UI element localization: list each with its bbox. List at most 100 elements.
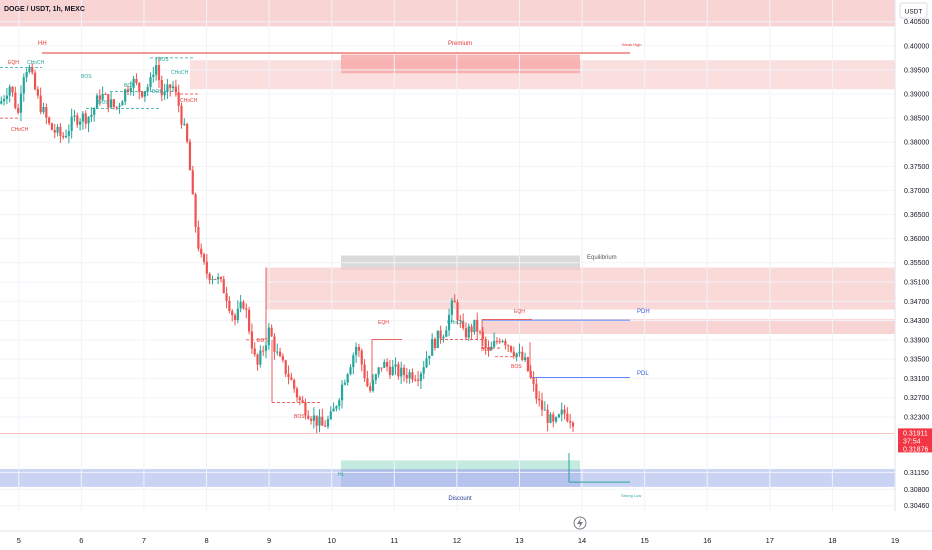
candle-body [343, 382, 346, 385]
candle-body [391, 366, 394, 376]
bos-label-5: BOS [98, 100, 109, 106]
choch-label-1: CHoCH [27, 60, 45, 66]
candle-body [380, 367, 383, 369]
x-tick-14: 19 [891, 536, 899, 545]
discount-box [341, 469, 580, 487]
candle-body [405, 374, 408, 379]
levels-layer [0, 52, 895, 483]
candle-body [140, 91, 144, 97]
candle-body [93, 108, 96, 115]
candle-body [521, 351, 524, 360]
candle-body [329, 411, 332, 419]
candle-body [476, 319, 479, 332]
candle-body [447, 314, 451, 331]
candle-body [95, 95, 99, 109]
candle-body [462, 321, 465, 329]
candle-body [101, 94, 104, 100]
candle-body [250, 331, 254, 349]
hl-label: HL [338, 472, 345, 478]
candle-body [408, 372, 411, 379]
candle-body [81, 113, 85, 122]
bos-label-8: BOS [511, 364, 522, 370]
y-tick-21: 0.30460 [904, 503, 929, 510]
bos-label-2: BOS [81, 74, 92, 80]
premium-label: Premium [448, 41, 472, 47]
x-tick-12: 17 [766, 536, 774, 545]
candle-body [436, 330, 439, 349]
candle-body [518, 351, 521, 354]
candle-body [411, 372, 414, 380]
candle-body [53, 129, 56, 133]
countdown-value: 37:54 [903, 438, 921, 445]
y-tick-5: 0.38000 [904, 140, 929, 147]
candle-body [290, 377, 293, 380]
candle-body [276, 351, 279, 353]
candle-body [386, 362, 389, 367]
candle-body [256, 354, 259, 365]
bos-label-6: BOS [257, 338, 268, 344]
candle-body [493, 341, 496, 347]
candle-body [259, 350, 262, 365]
candle-body [433, 338, 437, 349]
candle-body [332, 408, 335, 412]
x-tick-9: 14 [578, 536, 586, 545]
candle-body [25, 71, 28, 78]
hh-label: HH [38, 41, 47, 47]
candle-body [515, 353, 518, 357]
candle-body [262, 350, 265, 352]
candle-body [425, 358, 428, 368]
candle-body [247, 309, 251, 332]
candle-body [143, 91, 146, 97]
candle-body [149, 76, 152, 88]
candle-body [217, 277, 220, 280]
y-tick-15: 0.33500 [904, 357, 929, 364]
candle-body [160, 80, 163, 96]
x-tick-8: 13 [515, 536, 523, 545]
candle-body [340, 384, 344, 401]
candle-body [31, 67, 34, 73]
y-tick-17: 0.32700 [904, 395, 929, 402]
candle-body [39, 95, 42, 113]
candle-body [166, 84, 169, 92]
candles-layer [0, 56, 575, 433]
candle-body [481, 331, 484, 340]
y-tick-20: 0.30800 [904, 487, 929, 494]
x-tick-10: 15 [640, 536, 648, 545]
candle-body [62, 135, 65, 138]
choch-label-4: CHoCH [11, 127, 29, 133]
y-tick-3: 0.39000 [904, 92, 929, 99]
bos-label-7: BOS [481, 347, 492, 353]
candle-body [22, 77, 25, 94]
candle-body [315, 415, 318, 426]
x-tick-5: 10 [328, 536, 336, 545]
candle-body [107, 94, 110, 108]
choch-label-3: CHoCH [180, 98, 198, 104]
candle-body [79, 121, 82, 125]
candle-body [442, 336, 445, 339]
bos-label-1: BOS [158, 57, 169, 63]
premium-top-zone [0, 0, 895, 27]
candle-body [112, 99, 116, 107]
supply-zone-mid [266, 267, 895, 310]
x-tick-2: 7 [142, 536, 146, 545]
candle-body [146, 87, 149, 92]
candle-body [50, 123, 54, 130]
candle-body [377, 367, 380, 375]
candle-body [191, 170, 194, 195]
candle-body [419, 373, 423, 381]
bos-label-4: BOS [152, 89, 163, 95]
x-tick-4: 9 [267, 536, 271, 545]
candle-body [453, 300, 456, 303]
x-tick-6: 11 [390, 536, 398, 545]
candle-body [278, 351, 282, 357]
candle-body [42, 107, 45, 113]
candle-body [535, 383, 538, 399]
currency-badge [899, 2, 928, 19]
candle-body [200, 248, 203, 255]
candle-body [538, 398, 541, 401]
candle-body [233, 315, 237, 321]
candle-body [478, 331, 482, 333]
candle-body [507, 345, 510, 347]
candle-body [459, 320, 462, 322]
